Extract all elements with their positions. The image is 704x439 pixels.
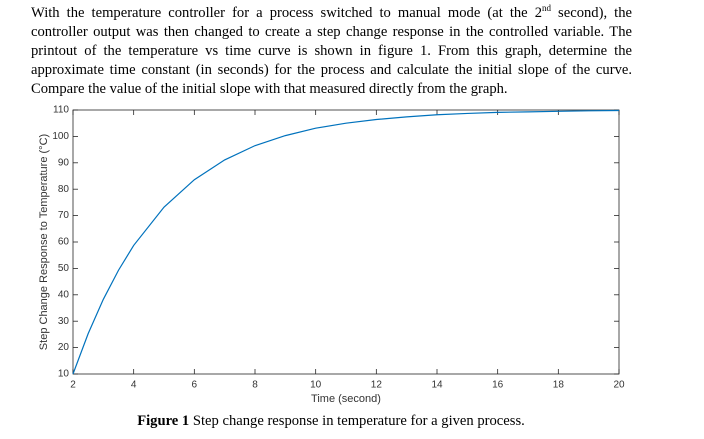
y-tick-label: 80 [58,184,70,195]
y-axis-title: Step Change Response to Temperature (°C) [38,134,50,350]
data-line [72,109,620,375]
superscript: nd [542,3,551,14]
y-tick-label: 100 [52,131,69,142]
x-tick-label: 18 [553,380,565,391]
figure-caption: Figure 1 Step change response in tempera… [0,413,662,430]
x-tick-label: 2 [70,380,76,391]
x-tick-label: 4 [131,380,137,391]
y-tick-label: 20 [58,342,70,353]
caption-text: Step change response in temperature for … [189,413,525,429]
y-tick-label: 30 [58,316,70,327]
y-tick-label: 110 [53,105,69,116]
x-tick-label: 14 [431,380,443,391]
x-tick-label: 20 [613,380,625,391]
x-tick-label: 6 [192,380,198,391]
text: With the temperature controller for a pr… [31,5,542,21]
x-axis-title: Time (second) [311,393,381,405]
y-tick-label: 70 [58,210,70,221]
y-tick-label: 50 [58,263,70,274]
x-tick-label: 12 [371,380,383,391]
plot-frame [72,109,620,375]
question-text: With the temperature controller for a pr… [31,4,632,99]
y-tick-label: 60 [58,237,70,248]
text: second), the controller output was then … [31,5,632,97]
y-tick-label: 40 [58,289,70,300]
caption-label: Figure 1 [137,413,190,429]
y-tick-label: 10 [58,369,70,380]
x-tick-label: 16 [492,380,504,391]
x-tick-label: 8 [252,380,258,391]
x-tick-label: 10 [310,380,322,391]
y-tick-label: 90 [58,157,70,168]
